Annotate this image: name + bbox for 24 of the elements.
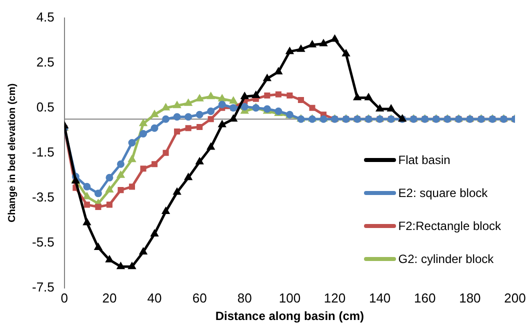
y-tick-label: -1.5 — [32, 144, 54, 160]
x-tick-label: 80 — [237, 290, 252, 306]
legend-label: F2:Rectangle block — [398, 219, 501, 233]
y-tick-label: 4.5 — [36, 9, 54, 24]
x-tick-label: 0 — [60, 290, 68, 306]
x-tick-label: 20 — [102, 290, 117, 306]
x-tick-label: 160 — [414, 290, 436, 306]
y-tick-label: -3.5 — [32, 190, 54, 205]
y-tick-label: 0.5 — [36, 99, 54, 114]
legend-label: G2: cylinder block — [398, 252, 494, 266]
y-tick-label: -5.5 — [32, 234, 54, 250]
x-tick-label: 60 — [192, 290, 207, 306]
x-tick-label: 140 — [368, 290, 391, 306]
x-tick-label: 120 — [324, 290, 346, 306]
y-tick-label: -7.5 — [32, 280, 54, 295]
x-tick-label: 200 — [504, 290, 526, 306]
legend-label: E2: square block — [398, 186, 488, 200]
x-tick-label: 180 — [459, 290, 481, 306]
y-axis-title: Change in bed elevation (cm) — [6, 83, 18, 222]
x-axis-title: Distance along basin (cm) — [215, 309, 364, 324]
legend-label: Flat basin — [398, 153, 450, 167]
x-tick-label: 100 — [278, 290, 301, 306]
y-tick-label: 2.5 — [36, 54, 54, 70]
x-tick-label: 40 — [147, 290, 162, 306]
